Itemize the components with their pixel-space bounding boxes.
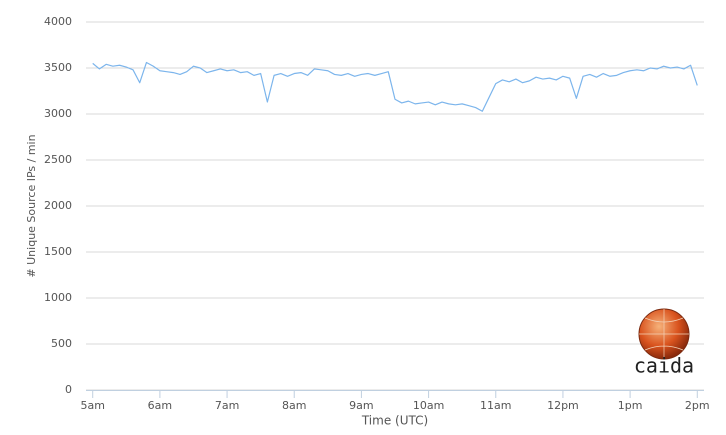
y-tick-label: 2500 xyxy=(44,153,72,166)
y-tick-label: 500 xyxy=(51,337,72,350)
x-tick-label: 6am xyxy=(148,399,172,412)
y-tick-label: 4000 xyxy=(44,15,72,28)
x-tick-label: 1pm xyxy=(618,399,643,412)
x-tick-label: 11am xyxy=(480,399,511,412)
x-tick-label: 8am xyxy=(282,399,306,412)
x-tick-label: 2pm xyxy=(685,399,710,412)
y-tick-label: 0 xyxy=(65,383,72,396)
x-tick-label: 12pm xyxy=(547,399,579,412)
logo-text: caida xyxy=(634,354,694,378)
data-line xyxy=(92,61,698,112)
x-tick-label: 7am xyxy=(215,399,239,412)
y-axis-title: # Unique Source IPs / min xyxy=(25,134,38,277)
y-tick-label: 3500 xyxy=(44,61,72,74)
y-tick-label: 1000 xyxy=(44,291,72,304)
logo-grid xyxy=(639,309,689,359)
y-tick-label: 3000 xyxy=(44,107,72,120)
x-tick-label: 9am xyxy=(349,399,373,412)
plot: 0 500 1000 1500 2000 2500 3000 3500 4000 5am 6am 7a… xyxy=(44,15,710,412)
x-axis-title: Time (UTC) xyxy=(361,414,428,428)
logo: caida xyxy=(634,308,694,378)
y-tick-label: 1500 xyxy=(44,245,72,258)
y-tick-label: 2000 xyxy=(44,199,72,212)
x-tick-label: 10am xyxy=(413,399,444,412)
x-tick-label: 5am xyxy=(80,399,104,412)
